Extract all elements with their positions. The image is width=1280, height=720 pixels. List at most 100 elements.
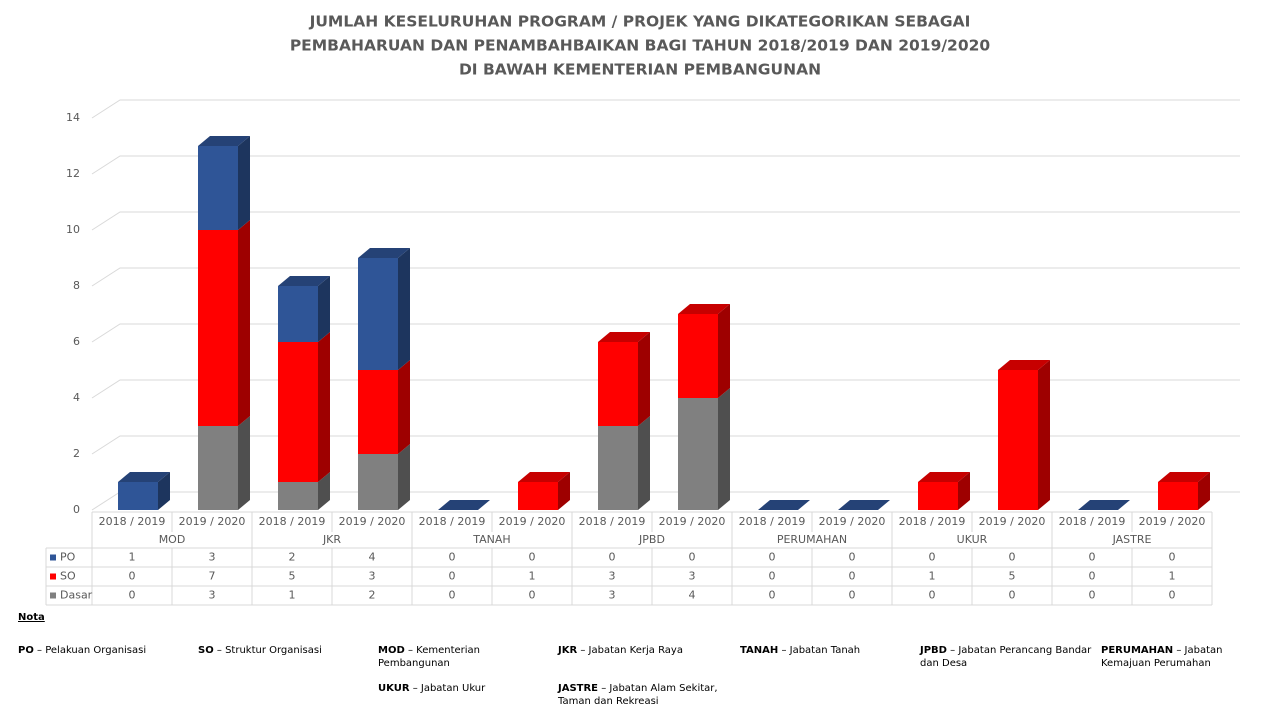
chart-title: DI BAWAH KEMENTERIAN PEMBANGUNAN	[459, 61, 821, 79]
table-value: 0	[1089, 570, 1096, 583]
group-label: TANAH	[472, 533, 510, 546]
table-value: 4	[689, 589, 696, 602]
y-tick-label: 6	[73, 335, 80, 348]
bar	[598, 342, 638, 426]
bar	[118, 482, 158, 510]
note-term: SO	[198, 645, 214, 656]
note: JASTRE – Jabatan Alam Sekitar, Taman dan…	[558, 682, 730, 708]
bar-top	[598, 332, 650, 342]
table-value: 5	[289, 570, 296, 583]
group-label: JASTRE	[1112, 533, 1152, 546]
bar	[678, 314, 718, 398]
x-tick-label: 2019 / 2020	[1139, 515, 1206, 528]
chart-title: PEMBAHARUAN DAN PENAMBAHBAIKAN BAGI TAHU…	[290, 37, 991, 55]
y-tick-label: 2	[73, 447, 80, 460]
table-value: 0	[1009, 551, 1016, 564]
table-value: 3	[369, 570, 376, 583]
table-value: 4	[369, 551, 376, 564]
bar-side	[958, 472, 970, 510]
bar-side	[318, 276, 330, 342]
bar-side	[398, 360, 410, 454]
group-label: UKUR	[957, 533, 988, 546]
grid-line	[91, 435, 1240, 455]
table-value: 0	[449, 589, 456, 602]
table-value: 0	[1169, 551, 1176, 564]
table-value: 1	[1169, 570, 1176, 583]
legend-swatch	[50, 573, 56, 580]
x-tick-label: 2019 / 2020	[339, 515, 406, 528]
note-term: JPBD	[920, 645, 947, 656]
note-term: JKR	[558, 645, 578, 656]
legend-label: PO	[60, 551, 76, 564]
table-value: 7	[209, 570, 216, 583]
bar-top	[1078, 500, 1130, 510]
note: PERUMAHAN – Jabatan Kemajuan Perumahan	[1101, 644, 1273, 670]
bar-top	[838, 500, 890, 510]
grid-line	[91, 155, 1240, 175]
group-label: PERUMAHAN	[777, 533, 847, 546]
bar-side	[318, 472, 330, 510]
group-label: JKR	[322, 533, 341, 546]
note-text: – Jabatan Kerja Raya	[580, 645, 683, 656]
note-term: JASTRE	[558, 683, 599, 694]
bar-side	[158, 472, 170, 510]
note-term: PERUMAHAN	[1101, 645, 1174, 656]
bar	[358, 370, 398, 454]
x-tick-label: 2018 / 2019	[99, 515, 166, 528]
table-value: 3	[689, 570, 696, 583]
bar	[198, 146, 238, 230]
bar	[278, 482, 318, 510]
x-tick-label: 2018 / 2019	[1059, 515, 1126, 528]
bar	[198, 426, 238, 510]
table-value: 0	[129, 570, 136, 583]
table-value: 0	[529, 589, 536, 602]
grid-line	[91, 267, 1240, 287]
table-value: 1	[929, 570, 936, 583]
y-tick-label: 4	[73, 391, 80, 404]
table-value: 5	[1009, 570, 1016, 583]
bar	[278, 342, 318, 482]
bar-top	[198, 136, 250, 146]
bar-top	[918, 472, 970, 482]
table-value: 0	[849, 589, 856, 602]
note: PO – Pelakuan Organisasi	[18, 644, 190, 657]
note: MOD – Kementerian Pembangunan	[378, 644, 550, 670]
bar-top	[358, 248, 410, 258]
bar	[598, 426, 638, 510]
y-tick-label: 14	[66, 111, 80, 124]
group-label: JPBD	[638, 533, 665, 546]
table-value: 0	[849, 570, 856, 583]
table-value: 3	[609, 589, 616, 602]
table-value: 0	[769, 570, 776, 583]
table-value: 0	[769, 589, 776, 602]
table-value: 2	[369, 589, 376, 602]
bar-top	[998, 360, 1050, 370]
grid-line	[91, 323, 1240, 343]
bar-side	[1198, 472, 1210, 510]
bar	[918, 482, 958, 510]
table-value: 0	[689, 551, 696, 564]
note-text: – Struktur Organisasi	[216, 645, 322, 656]
bar-side	[1038, 360, 1050, 510]
bar-side	[398, 444, 410, 510]
note: TANAH – Jabatan Tanah	[740, 644, 912, 657]
table-value: 3	[209, 589, 216, 602]
bar-top	[1158, 472, 1210, 482]
x-tick-label: 2019 / 2020	[499, 515, 566, 528]
legend-swatch	[50, 554, 56, 561]
note-text: – Jabatan Perancang Bandar dan Desa	[920, 645, 1092, 669]
table-value: 0	[849, 551, 856, 564]
note-term: UKUR	[378, 683, 410, 694]
bar	[198, 230, 238, 426]
note: SO – Struktur Organisasi	[198, 644, 370, 657]
bar-side	[638, 416, 650, 510]
chart-title: JUMLAH KESELURUHAN PROGRAM / PROJEK YANG…	[309, 13, 971, 31]
grid-line	[91, 491, 1240, 511]
table-value: 0	[1169, 589, 1176, 602]
table-value: 1	[529, 570, 536, 583]
table-value: 0	[929, 589, 936, 602]
note-text: – Jabatan Ukur	[412, 683, 486, 694]
table-value: 0	[129, 589, 136, 602]
